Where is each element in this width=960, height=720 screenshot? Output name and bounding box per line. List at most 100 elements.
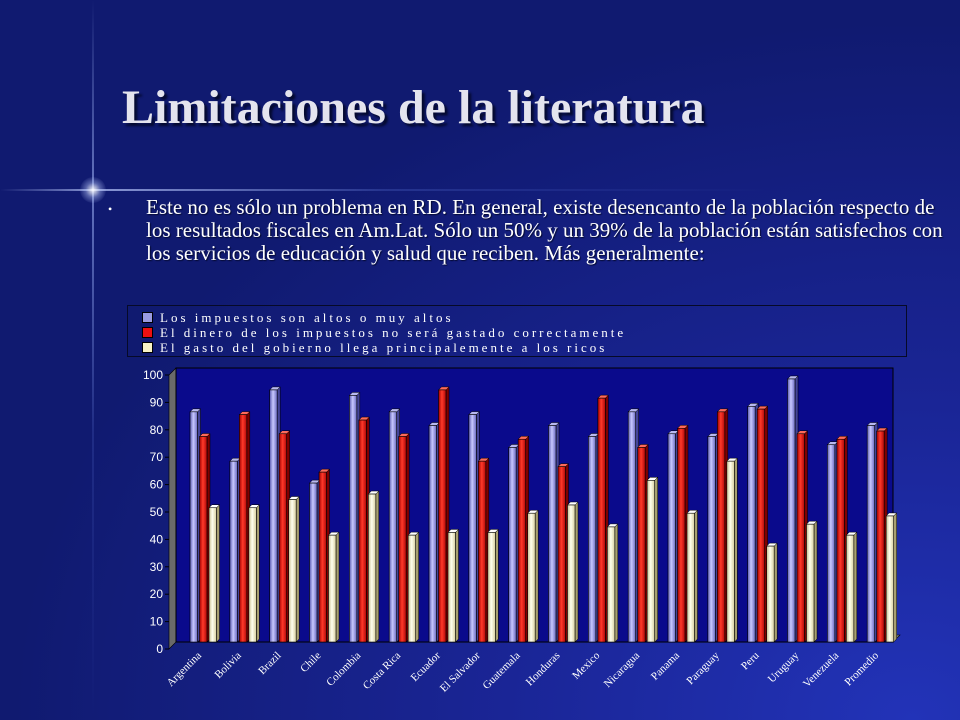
bar-side bbox=[415, 531, 419, 643]
bar-side bbox=[574, 501, 579, 643]
bar-impuestos-uruguay bbox=[787, 378, 796, 643]
bar-impuestos-venezuela bbox=[827, 444, 836, 643]
bar-gasto-chile bbox=[328, 534, 337, 643]
slide-title: Limitaciones de la literatura bbox=[122, 81, 705, 134]
x-tick-label: Bolivia bbox=[212, 650, 243, 681]
bar-dinero-promedio bbox=[876, 430, 885, 643]
bar-dinero-paraguay bbox=[717, 411, 726, 643]
x-tick-label: Panama bbox=[649, 650, 682, 683]
x-tick-label: El Salvador bbox=[438, 649, 483, 694]
bar-gasto-costa-rica bbox=[407, 534, 416, 643]
bar-gasto-brazil bbox=[288, 499, 297, 643]
bar-side bbox=[335, 531, 340, 643]
bullet-dot-icon: • bbox=[108, 202, 113, 216]
x-tick-label: Peru bbox=[739, 649, 762, 672]
bar-gasto-bolivia bbox=[248, 507, 257, 643]
x-tick-label: Paraguay bbox=[684, 649, 722, 687]
bar-impuestos-el-salvador bbox=[468, 414, 477, 643]
bar-side bbox=[375, 490, 380, 643]
bar-side bbox=[495, 528, 499, 643]
x-tick-label: Mexico bbox=[570, 649, 603, 682]
bar-side bbox=[773, 542, 778, 643]
y-tick-label: 50 bbox=[150, 505, 164, 519]
legend-swatch-1 bbox=[142, 312, 153, 323]
bar-dinero-ecuador bbox=[438, 389, 447, 643]
bar-side bbox=[614, 523, 619, 643]
bar-impuestos-bolivia bbox=[229, 460, 238, 643]
legend-swatch-2 bbox=[142, 327, 153, 338]
bar-dinero-brazil bbox=[278, 433, 287, 643]
x-tick-label: Ecuador bbox=[409, 649, 444, 684]
bar-gasto-panama bbox=[686, 512, 695, 643]
bar-gasto-colombia bbox=[368, 493, 377, 643]
legend-entry-2: El dinero de los impuestos no será gasta… bbox=[142, 326, 626, 339]
legend-entry-1: Los impuestos son altos o muy altos bbox=[142, 311, 454, 324]
x-tick-label: Uruguay bbox=[766, 649, 802, 685]
bar-impuestos-chile bbox=[309, 482, 318, 643]
bar-side bbox=[654, 476, 658, 643]
decorative-star-glow bbox=[80, 177, 106, 203]
bar-dinero-el-salvador bbox=[478, 460, 487, 643]
x-tick-label: Argentina bbox=[165, 650, 205, 690]
x-tick-label: Colombia bbox=[324, 650, 363, 689]
bar-impuestos-mexico bbox=[588, 436, 597, 643]
legend-label-1: Los impuestos son altos o muy altos bbox=[160, 310, 454, 325]
legend-label-3: El gasto del gobierno llega principaleme… bbox=[160, 340, 608, 355]
bar-dinero-panama bbox=[677, 427, 686, 643]
bullet-text: Este no es sólo un problema en RD. En ge… bbox=[146, 195, 943, 265]
bar-impuestos-ecuador bbox=[428, 425, 437, 643]
y-tick-label: 30 bbox=[150, 560, 164, 574]
bar-side bbox=[893, 512, 897, 643]
bar-dinero-uruguay bbox=[796, 433, 805, 643]
y-tick-label: 70 bbox=[150, 450, 164, 464]
bar-gasto-paraguay bbox=[726, 460, 735, 643]
bar-impuestos-brazil bbox=[269, 389, 278, 643]
bullet-item: • Este no es sólo un problema en RD. En … bbox=[108, 196, 953, 265]
x-tick-label: Brazil bbox=[256, 650, 283, 677]
x-tick-label: Honduras bbox=[524, 650, 563, 689]
bar-dinero-mexico bbox=[597, 397, 606, 643]
x-tick-label: Venezuela bbox=[801, 650, 842, 691]
x-tick-label: Promedio bbox=[842, 649, 881, 688]
y-tick-label: 10 bbox=[150, 615, 164, 629]
bar-dinero-peru bbox=[756, 408, 765, 643]
bar-gasto-mexico bbox=[607, 526, 616, 643]
bar-impuestos-panama bbox=[667, 433, 676, 643]
bar-side bbox=[295, 495, 300, 643]
legend-entry-3: El gasto del gobierno llega principaleme… bbox=[142, 341, 607, 354]
bar-dinero-nicaragua bbox=[637, 447, 646, 643]
bar-impuestos-paraguay bbox=[707, 436, 716, 643]
bar-gasto-uruguay bbox=[806, 523, 815, 643]
x-tick-label: Guatemala bbox=[481, 650, 523, 692]
bar-gasto-argentina bbox=[208, 507, 217, 643]
bar-side bbox=[256, 504, 260, 643]
bar-dinero-bolivia bbox=[239, 414, 248, 643]
bar-impuestos-costa-rica bbox=[388, 411, 397, 643]
bar-gasto-nicaragua bbox=[646, 480, 655, 643]
bar-dinero-venezuela bbox=[836, 438, 845, 643]
y-tick-label: 60 bbox=[150, 478, 164, 492]
bar-impuestos-guatemala bbox=[508, 447, 517, 643]
y-tick-label: 0 bbox=[156, 642, 163, 656]
bar-side bbox=[813, 520, 818, 643]
legend-label-2: El dinero de los impuestos no será gasta… bbox=[160, 325, 627, 340]
bar-impuestos-peru bbox=[747, 406, 756, 643]
decorative-vertical-line bbox=[92, 0, 94, 720]
bar-dinero-argentina bbox=[199, 436, 208, 643]
chart-side-wall bbox=[168, 367, 177, 650]
chart-legend bbox=[127, 305, 907, 357]
bar-gasto-el-salvador bbox=[487, 532, 496, 643]
x-tick-label: Chile bbox=[298, 650, 323, 675]
bar-impuestos-honduras bbox=[548, 425, 557, 643]
bar-dinero-honduras bbox=[557, 466, 566, 643]
bar-side bbox=[734, 457, 738, 643]
bar-side bbox=[534, 509, 539, 643]
bar-side bbox=[216, 504, 220, 643]
bar-gasto-promedio bbox=[885, 515, 894, 643]
bar-impuestos-colombia bbox=[349, 395, 358, 643]
bar-dinero-chile bbox=[318, 471, 327, 643]
bar-side bbox=[694, 509, 698, 643]
bar-dinero-guatemala bbox=[517, 438, 526, 643]
y-tick-label: 100 bbox=[143, 368, 163, 382]
